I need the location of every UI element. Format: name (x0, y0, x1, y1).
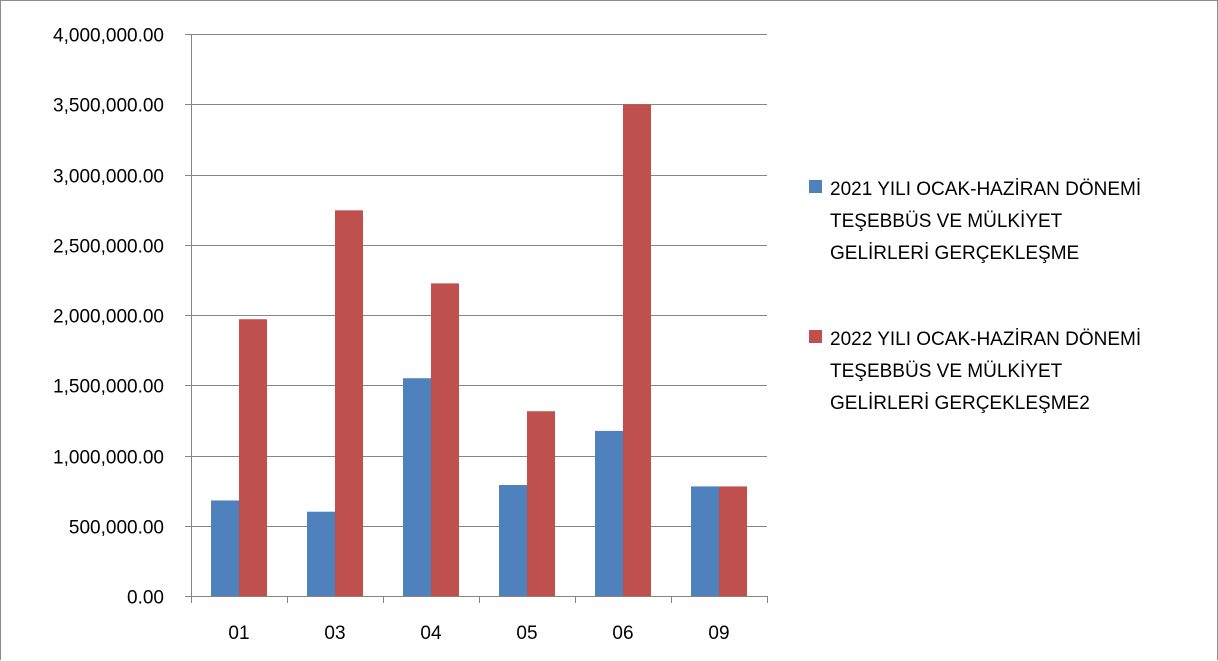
legend-label-2: 2022 YILI OCAK-HAZİRAN DÖNEMİ TEŞEBBÜS VE… (830, 329, 1141, 414)
bar-series-1-09 (691, 486, 719, 596)
bar-series-1-03 (307, 511, 335, 596)
legend-swatch-2 (809, 330, 822, 343)
x-tick-label: 05 (516, 623, 537, 644)
bar-series-2-01 (239, 319, 267, 596)
bar-series-2-05 (527, 411, 555, 596)
y-tick-label: 0.00 (127, 588, 164, 609)
legend-label-1: 2021 YILI OCAK-HAZİRAN DÖNEMİ TEŞEBBÜS VE… (830, 179, 1141, 264)
x-tick-label: 06 (612, 623, 633, 644)
x-tick-label: 01 (228, 623, 249, 644)
y-axis-tick-labels: 0.00 500,000.00 1,000,000.00 1,500,000.00 2,… (53, 26, 164, 609)
bar-series-1-06 (595, 430, 623, 596)
x-tick-label: 09 (708, 623, 729, 644)
y-tick-label: 1,500,000.00 (53, 377, 164, 398)
x-tick-label: 04 (420, 623, 442, 644)
axes (185, 34, 768, 603)
y-tick-label: 4,000,000.00 (53, 26, 164, 47)
y-tick-label: 2,000,000.00 (53, 307, 164, 328)
bar-series-1-01 (211, 500, 239, 596)
legend: 2021 YILI OCAK-HAZİRAN DÖNEMİ TEŞEBBÜS VE… (809, 179, 1141, 414)
y-tick-label: 3,000,000.00 (53, 167, 164, 188)
legend-swatch-1 (809, 180, 822, 193)
x-axis-tick-labels: 01 03 04 05 06 09 (228, 623, 729, 644)
bar-series-2-04 (431, 283, 459, 596)
y-tick-label: 1,000,000.00 (53, 448, 164, 469)
bar-series-2-06 (623, 104, 651, 596)
bars (211, 104, 747, 596)
y-tick-label: 500,000.00 (69, 518, 164, 539)
gridlines (191, 34, 767, 527)
bar-series-1-04 (403, 378, 431, 596)
bar-series-1-05 (499, 485, 527, 596)
y-tick-label: 2,500,000.00 (53, 237, 164, 258)
bar-series-2-03 (335, 210, 363, 596)
y-tick-label: 3,500,000.00 (53, 96, 164, 117)
bar-series-2-09 (719, 486, 747, 596)
x-tick-label: 03 (324, 623, 345, 644)
